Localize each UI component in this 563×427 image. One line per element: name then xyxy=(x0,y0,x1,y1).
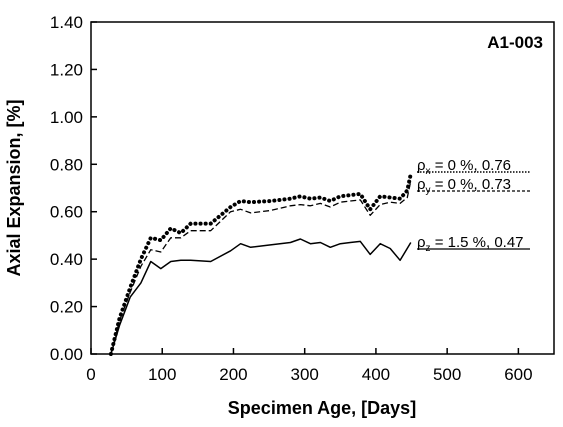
ticks-layer: 0 100 200 300 400 500 600 0.00 0.20 0.40 0.60 0.80 1… xyxy=(50,13,533,384)
y-tick-label: 1.20 xyxy=(50,60,83,79)
annotation-label: ρy = 0 %, 0.73 xyxy=(417,176,511,196)
series-layer xyxy=(108,171,413,356)
annotation-layer: ρx = 0 %, 0.76ρy = 0 %, 0.73 ρz = 1.5 %, … xyxy=(417,157,530,254)
annotation-label: ρz = 1.5 %, 0.47 xyxy=(417,234,524,254)
x-tick-label: 500 xyxy=(433,365,461,384)
x-tick-label: 600 xyxy=(504,365,532,384)
x-tick-label: 300 xyxy=(291,365,319,384)
y-tick-label: 0.20 xyxy=(50,298,83,317)
series-line-dotted xyxy=(108,171,413,356)
series-line-dashed xyxy=(110,180,412,355)
y-tick-label: 0.40 xyxy=(50,250,83,269)
annotation-label: ρx = 0 %, 0.76 xyxy=(417,157,511,177)
plot-frame xyxy=(90,21,555,355)
y-tick-label: 1.00 xyxy=(50,108,83,127)
y-tick-label: 0.60 xyxy=(50,203,83,222)
y-axis-title: Axial Expansion, [%] xyxy=(4,99,24,276)
x-tick-label: 0 xyxy=(86,365,95,384)
y-tick-label: 1.40 xyxy=(50,13,83,32)
panel-label: A1-003 xyxy=(487,33,543,52)
series-line-solid xyxy=(110,238,412,355)
y-tick-label: 0.00 xyxy=(50,345,83,364)
x-axis-title: Specimen Age, [Days] xyxy=(228,398,416,418)
y-tick-label: 0.80 xyxy=(50,155,83,174)
x-tick-label: 200 xyxy=(219,365,247,384)
x-tick-label: 100 xyxy=(148,365,176,384)
x-tick-label: 400 xyxy=(362,365,390,384)
